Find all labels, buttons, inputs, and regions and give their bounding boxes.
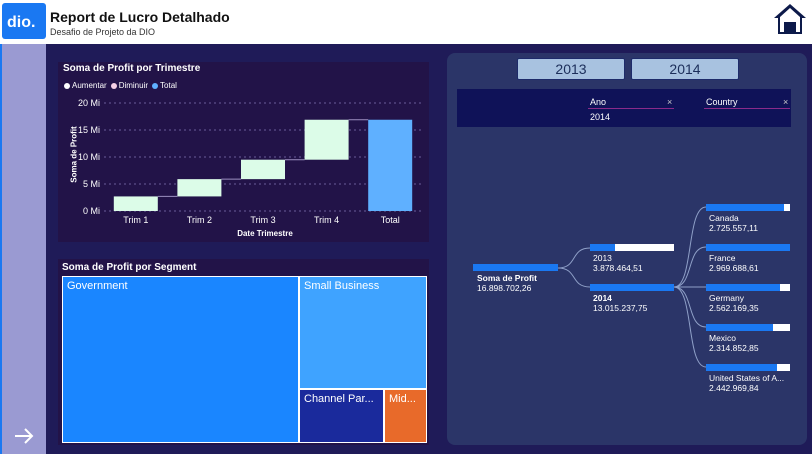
tree-node-germany-label: Germany [709, 293, 744, 303]
rail-accent [0, 44, 2, 454]
home-icon[interactable] [773, 2, 807, 36]
treemap-cell-small-business[interactable]: Small Business [299, 276, 427, 389]
tree-node-canada-label: Canada [709, 213, 739, 223]
legend-label: Aumentar [72, 81, 107, 90]
filter-country-clear-icon[interactable]: × [783, 97, 789, 107]
filter-country-underline [704, 108, 790, 109]
waterfall-title: Soma de Profit por Trimestre [63, 63, 201, 74]
tree-node-usa-label: United States of A... [709, 373, 785, 383]
x-axis-title: Date Trimestre [237, 229, 293, 238]
tree-node-2014-value: 13.015.237,75 [593, 303, 648, 313]
tree-node-canada-track[interactable] [706, 204, 790, 211]
legend-dot [64, 82, 70, 89]
tree-node-mexico-track[interactable] [706, 324, 790, 331]
filter-ano-underline [588, 108, 674, 109]
tree-node-france-track[interactable] [706, 244, 790, 251]
tree-node-mexico-value: 2.314.852,85 [709, 343, 759, 353]
y-tick: 10 Mi [77, 152, 100, 162]
tree-node-usa-bar [706, 364, 777, 371]
tree-node-germany-bar [706, 284, 780, 291]
arrow-right-icon[interactable] [12, 424, 36, 448]
year-button-2014[interactable]: 2014 [631, 58, 739, 80]
year-button-2013[interactable]: 2013 [517, 58, 625, 80]
legend-item-aumentar[interactable]: Aumentar [64, 81, 107, 90]
tree-node-germany-value: 2.562.169,35 [709, 303, 759, 313]
treemap-cell-government[interactable]: Government [62, 276, 299, 443]
tree-node-2014-bar [590, 284, 674, 291]
y-tick: 15 Mi [77, 125, 100, 135]
tree-node-2013-track[interactable] [590, 244, 674, 251]
tree-node-root-label: Soma de Profit [477, 273, 537, 283]
filter-ano-clear-icon[interactable]: × [667, 97, 673, 107]
tree-node-mexico-bar [706, 324, 774, 331]
filter-country-label: Country [706, 97, 738, 107]
tree-node-2013-value: 3.878.464,51 [593, 263, 643, 273]
tree-node-usa-value: 2.442.969,84 [709, 383, 759, 393]
tree-node-mexico-label: Mexico [709, 333, 736, 343]
treemap-title: Soma de Profit por Segment [62, 262, 197, 273]
legend-dot [110, 82, 117, 89]
y-tick: 20 Mi [77, 98, 100, 108]
tree-node-usa-track[interactable] [706, 364, 790, 371]
header: dio. Report de Lucro Detalhado Desafio d… [0, 0, 812, 44]
legend-item-diminuir[interactable]: Diminuir [110, 81, 149, 90]
page-subtitle: Desafio de Projeto da DIO [50, 27, 156, 37]
waterfall-panel [58, 62, 429, 242]
legend-item-total[interactable]: Total [152, 81, 177, 90]
dio-logo: dio. [2, 3, 46, 39]
tree-node-root-value: 16.898.702,26 [477, 283, 532, 293]
tree-node-canada-bar [706, 204, 785, 211]
filter-ano-value[interactable]: 2014 [590, 112, 611, 122]
tree-node-2014-track[interactable] [590, 284, 674, 291]
tree-node-2014-label: 2014 [593, 293, 612, 303]
y-tick: 0 Mi [82, 206, 100, 216]
tree-node-2013-label: 2013 [593, 253, 612, 263]
left-rail [0, 44, 46, 454]
y-tick: 5 Mi [82, 179, 100, 189]
treemap-cell-midmarket[interactable]: Mid... [384, 389, 427, 443]
tree-node-canada-value: 2.725.557,11 [709, 223, 758, 233]
y-axis-title: Soma de Profit [69, 126, 79, 183]
waterfall-legend: Aumentar Diminuir Total [64, 81, 177, 90]
tree-node-france-label: France [709, 253, 736, 263]
tree-node-root-bar[interactable] [473, 264, 558, 271]
legend-label: Total [160, 81, 177, 90]
tree-node-2013-bar [590, 244, 616, 251]
treemap-cell-channel-partners[interactable]: Channel Par... [299, 389, 384, 443]
dio-logo-mark: dio. [7, 14, 35, 31]
logo-text: dio. [7, 14, 35, 31]
page-title: Report de Lucro Detalhado [50, 9, 230, 25]
legend-dot [152, 82, 159, 89]
tree-node-france-bar [706, 244, 790, 251]
tree-node-france-value: 2.969.688,61 [709, 263, 759, 273]
tree-node-germany-track[interactable] [706, 284, 790, 291]
legend-label: Diminuir [118, 81, 149, 90]
filter-ano-label: Ano [590, 97, 607, 107]
